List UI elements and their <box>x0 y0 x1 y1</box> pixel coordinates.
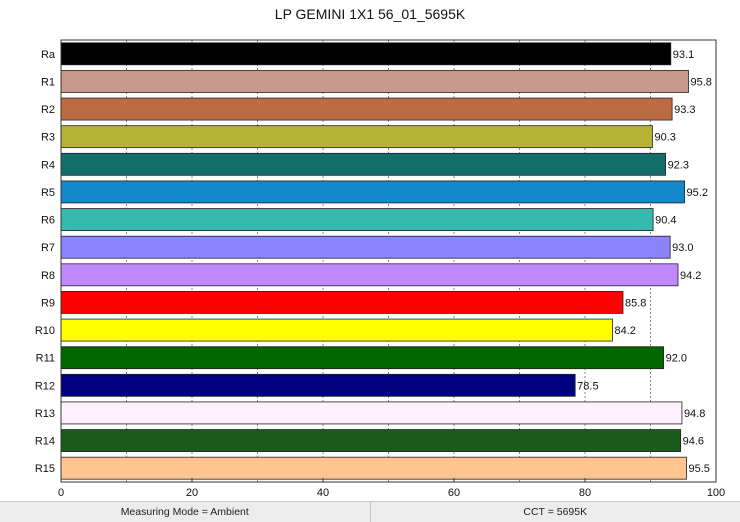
x-tick-label: 0 <box>58 487 64 499</box>
value-label: 92.0 <box>666 353 687 365</box>
value-label: 93.0 <box>672 242 693 254</box>
bar-r1 <box>61 70 688 92</box>
status-bar: Measuring Mode = Ambient CCT = 5695K <box>0 501 740 522</box>
value-label: 93.3 <box>674 104 695 116</box>
category-label: R6 <box>41 215 55 227</box>
cct-status: CCT = 5695K <box>371 502 740 522</box>
bars <box>61 43 688 479</box>
bar-r2 <box>61 98 672 120</box>
bar-r7 <box>61 236 670 258</box>
category-label: R4 <box>41 159 55 171</box>
value-label: 95.2 <box>687 187 708 199</box>
value-label: 94.2 <box>680 270 701 282</box>
category-label: R8 <box>41 270 55 282</box>
value-label: 92.3 <box>668 159 689 171</box>
category-label: R2 <box>41 104 55 116</box>
category-label: R9 <box>41 297 55 309</box>
value-label: 94.8 <box>684 408 705 420</box>
value-label: 94.6 <box>683 436 704 448</box>
category-label: R10 <box>35 325 55 337</box>
category-label: R12 <box>35 380 55 392</box>
bar-r12 <box>61 374 575 396</box>
bar-r13 <box>61 402 682 424</box>
category-label: R15 <box>35 463 55 475</box>
x-tick-label: 100 <box>707 487 725 499</box>
value-label: 90.4 <box>655 215 676 227</box>
value-label: 85.8 <box>625 297 646 309</box>
category-label: R7 <box>41 242 55 254</box>
bar-r9 <box>61 291 623 313</box>
category-label: R1 <box>41 76 55 88</box>
category-label: R5 <box>41 187 55 199</box>
value-label: 95.5 <box>689 463 710 475</box>
x-tick-label: 20 <box>186 487 198 499</box>
measuring-mode-status: Measuring Mode = Ambient <box>0 502 371 522</box>
category-label: Ra <box>41 49 56 61</box>
x-tick-label: 60 <box>448 487 460 499</box>
value-label: 95.8 <box>690 76 711 88</box>
x-tick-label: 80 <box>579 487 591 499</box>
value-label: 78.5 <box>577 380 598 392</box>
bar-r15 <box>61 457 687 479</box>
bar-ra <box>61 43 671 65</box>
bar-r8 <box>61 264 678 286</box>
bar-chart: Ra 93.1 R1 95.8 R2 93.3 R3 90.3 R4 92.3 R5 95.2 R6 90… <box>0 0 740 500</box>
bar-r11 <box>61 347 664 369</box>
category-label: R14 <box>35 436 55 448</box>
value-label: 93.1 <box>673 49 694 61</box>
bar-r14 <box>61 430 681 452</box>
category-label: R11 <box>36 353 55 365</box>
bar-r4 <box>61 153 666 175</box>
bar-r6 <box>61 209 653 231</box>
category-label: R13 <box>35 408 55 420</box>
x-tick-label: 40 <box>317 487 329 499</box>
bar-r3 <box>61 126 652 148</box>
category-label: R3 <box>41 132 55 144</box>
bar-r5 <box>61 181 685 203</box>
bar-r10 <box>61 319 613 341</box>
value-label: 90.3 <box>654 132 675 144</box>
value-label: 84.2 <box>615 325 636 337</box>
